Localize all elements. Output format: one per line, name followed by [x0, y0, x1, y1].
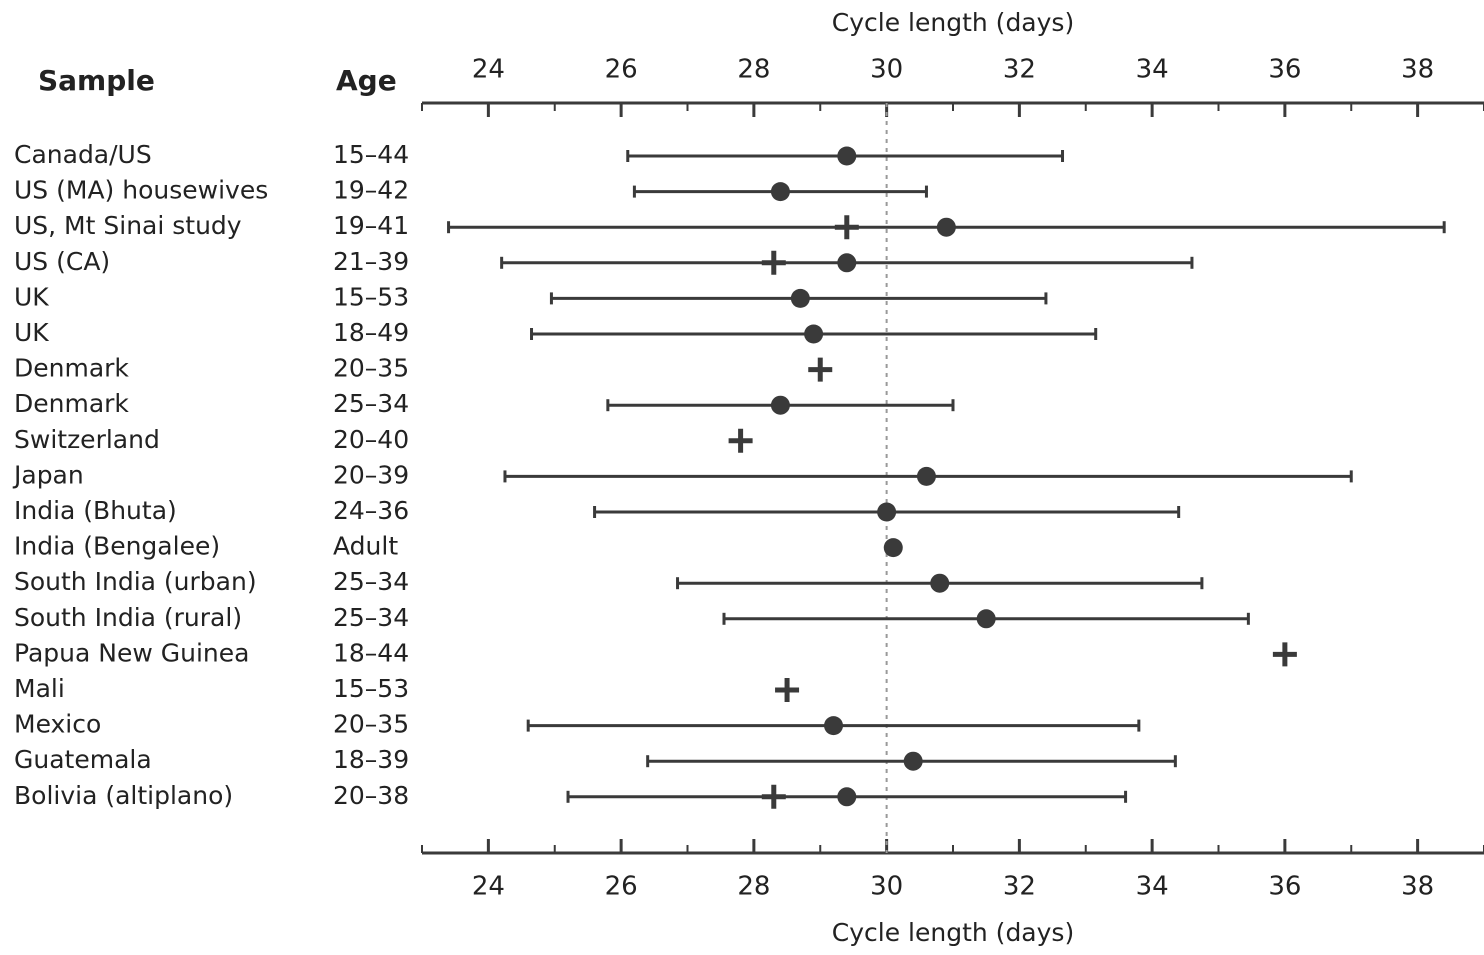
sample-label: Denmark	[14, 354, 129, 383]
x-tick-label: 34	[1136, 55, 1169, 85]
mean-marker	[790, 288, 810, 308]
x-tick-label: 24	[472, 55, 505, 85]
sample-label: UK	[14, 282, 49, 311]
sample-label: Guatemala	[14, 745, 152, 774]
age-label: 18–49	[333, 318, 409, 347]
x-axis-title-bottom: Cycle length (days)	[832, 918, 1074, 947]
sample-label: Papua New Guinea	[14, 638, 249, 667]
median-marker	[775, 678, 800, 702]
age-label: 25–34	[333, 389, 409, 418]
age-label: 20–39	[333, 460, 409, 489]
age-label: 18–39	[333, 745, 409, 774]
age-label: 19–42	[333, 176, 409, 205]
age-label: 15–53	[333, 282, 409, 311]
median-marker	[834, 215, 859, 240]
x-tick-label: 38	[1401, 55, 1434, 85]
x-tick-label: 24	[472, 872, 505, 902]
median-marker	[808, 357, 833, 382]
sample-label: US (MA) housewives	[14, 176, 268, 205]
x-tick-label: 26	[605, 55, 638, 85]
mean-marker	[976, 609, 996, 629]
x-tick-label: 30	[870, 55, 903, 85]
x-tick-label: 36	[1268, 872, 1301, 902]
mean-marker	[824, 716, 844, 736]
mean-marker	[770, 395, 790, 415]
sample-label: India (Bhuta)	[14, 496, 177, 525]
median-marker	[761, 250, 786, 275]
x-tick-label: 34	[1136, 872, 1169, 902]
age-label: 21–39	[333, 247, 409, 276]
age-label: 15–44	[333, 140, 409, 169]
age-label: 20–38	[333, 781, 409, 810]
sample-header: Sample	[38, 64, 155, 97]
mean-marker	[916, 466, 936, 486]
sample-label: US (CA)	[14, 247, 110, 276]
age-label: 24–36	[333, 496, 409, 525]
sample-label: US, Mt Sinai study	[14, 211, 242, 240]
mean-marker	[837, 146, 857, 166]
age-label: 18–44	[333, 638, 409, 667]
mean-marker	[804, 324, 824, 344]
age-label: 15–53	[333, 674, 409, 703]
sample-label: Japan	[12, 460, 84, 489]
x-tick-label: 32	[1003, 872, 1036, 902]
age-label: Adult	[333, 532, 398, 561]
mean-marker	[936, 217, 956, 237]
median-marker	[761, 784, 786, 809]
x-tick-label: 28	[737, 55, 770, 85]
mean-marker	[770, 182, 790, 202]
sample-label: Mali	[14, 674, 65, 703]
mean-marker	[883, 538, 903, 558]
age-label: 19–41	[333, 211, 409, 240]
median-marker	[728, 428, 753, 453]
sample-label: South India (urban)	[14, 567, 257, 596]
x-tick-label: 28	[737, 872, 770, 902]
mean-marker	[903, 751, 923, 771]
age-label: 20–35	[333, 354, 409, 383]
sample-label: Switzerland	[14, 425, 160, 454]
mean-marker	[877, 502, 897, 522]
age-label: 20–35	[333, 710, 409, 739]
x-tick-label: 30	[870, 872, 903, 902]
mean-marker	[837, 787, 857, 807]
sample-label: Canada/US	[14, 140, 152, 169]
age-header: Age	[336, 64, 397, 97]
sample-label: Bolivia (altiplano)	[14, 781, 233, 810]
x-tick-label: 26	[605, 872, 638, 902]
mean-marker	[930, 573, 950, 593]
age-label: 25–34	[333, 567, 409, 596]
mean-marker	[837, 253, 857, 273]
sample-label: UK	[14, 318, 49, 347]
x-tick-label: 38	[1401, 872, 1434, 902]
sample-label: India (Bengalee)	[14, 532, 220, 561]
sample-label: South India (rural)	[14, 603, 242, 632]
x-axis-title-top: Cycle length (days)	[832, 8, 1074, 37]
median-marker	[1272, 642, 1297, 667]
sample-label: Denmark	[14, 389, 129, 418]
age-label: 20–40	[333, 425, 409, 454]
x-tick-label: 32	[1003, 55, 1036, 85]
x-tick-label: 36	[1268, 55, 1301, 85]
age-label: 25–34	[333, 603, 409, 632]
sample-label: Mexico	[14, 710, 101, 739]
